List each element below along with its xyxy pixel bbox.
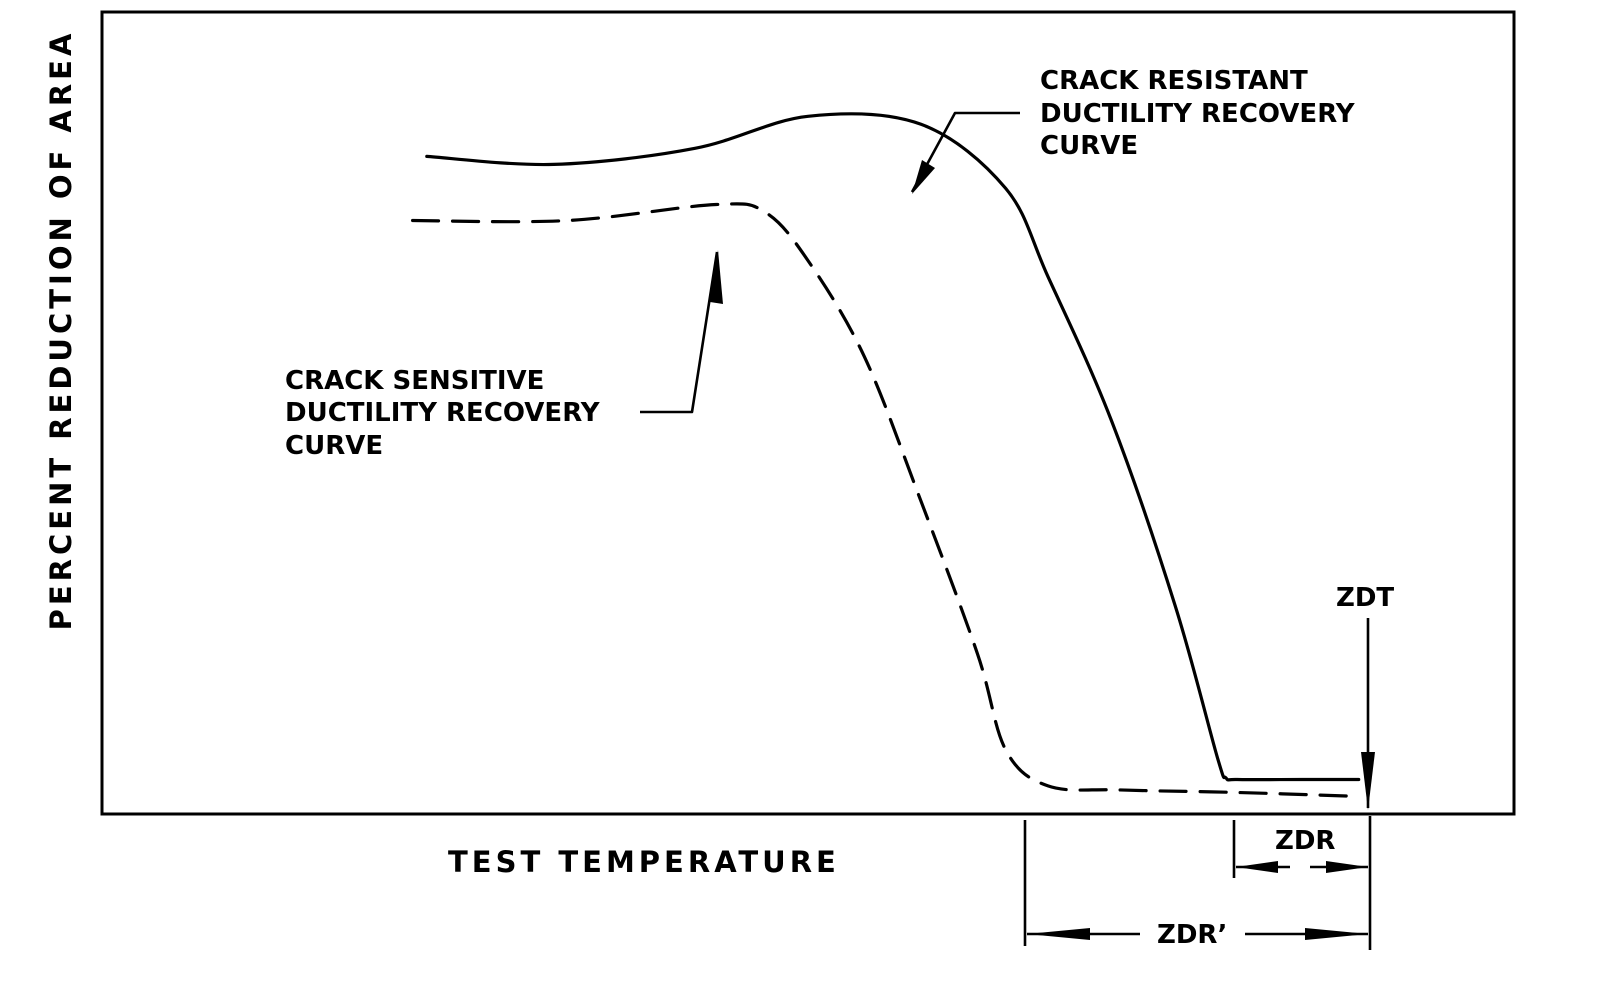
crack-resistant-curve xyxy=(425,112,1361,782)
plot-frame xyxy=(100,10,1516,816)
sensitive-label: CRACK SENSITIVE DUCTILITY RECOVERY CURVE xyxy=(285,366,609,461)
zdr-prime-label: ZDR’ xyxy=(1157,920,1227,950)
x-axis-label: TEST TEMPERATURE xyxy=(448,845,840,879)
zdr-prime-dimension xyxy=(1023,820,1368,946)
zdr-dimension xyxy=(1232,816,1372,950)
zdt-label: ZDT xyxy=(1336,583,1394,613)
resistant-leader xyxy=(910,111,1020,194)
y-axis-label: PERCENT REDUCTION OF AREA xyxy=(44,30,78,631)
zdr-label: ZDR xyxy=(1275,826,1335,856)
zdt-arrow xyxy=(1361,618,1375,810)
sensitive-leader xyxy=(640,250,723,414)
crack-sensitive-curve xyxy=(411,202,1361,798)
resistant-label: CRACK RESISTANT DUCTILITY RECOVERY CURVE xyxy=(1040,66,1364,161)
